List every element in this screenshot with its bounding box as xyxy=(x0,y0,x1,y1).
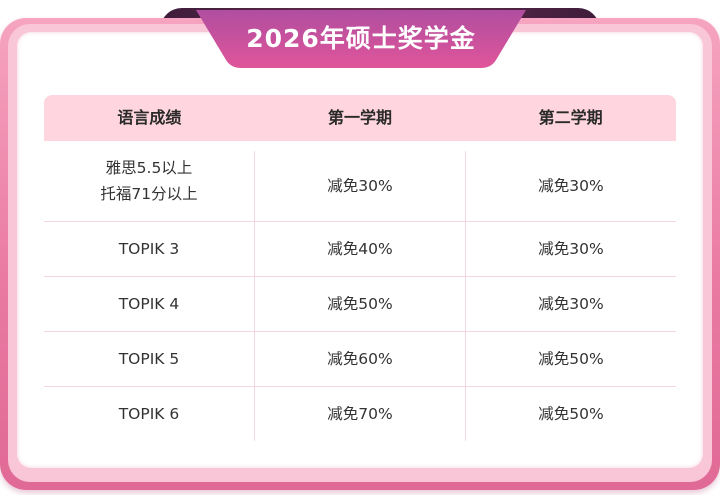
table-row: TOPIK 3 减免40% 减免30% xyxy=(44,222,676,277)
cell-second-semester: 减免30% xyxy=(465,151,676,221)
cell-second-semester: 减免30% xyxy=(465,222,676,276)
table-header: 语言成绩 第一学期 第二学期 xyxy=(44,95,676,141)
cell-language-score: TOPIK 5 xyxy=(118,350,180,368)
page-title: 2026年硕士奖学金 xyxy=(246,24,476,53)
score-line: 雅思5.5以上 xyxy=(105,159,193,177)
cell-first-semester: 减免30% xyxy=(254,151,465,221)
cell-first-semester: 减免70% xyxy=(254,387,465,441)
cell-second-semester: 减免50% xyxy=(465,387,676,441)
header-language-score: 语言成绩 xyxy=(117,108,182,127)
table-body: 雅思5.5以上 托福71分以上 减免30% 减免30% TOPIK 3 减免40… xyxy=(44,141,676,441)
score-line: 托福71分以上 xyxy=(100,185,198,203)
table-row: TOPIK 6 减免70% 减免50% xyxy=(44,387,676,441)
header-first-semester: 第一学期 xyxy=(328,108,393,127)
cell-second-semester: 减免50% xyxy=(465,332,676,386)
title-banner: 2026年硕士奖学金 xyxy=(196,10,526,70)
table-row: TOPIK 5 减免60% 减免50% xyxy=(44,332,676,387)
scholarship-table: 语言成绩 第一学期 第二学期 雅思5.5以上 托福71分以上 减免30% 减免3… xyxy=(44,95,676,441)
title-banner-shape xyxy=(196,10,526,68)
cell-language-score: TOPIK 3 xyxy=(118,240,180,258)
table-row: TOPIK 4 减免50% 减免30% xyxy=(44,277,676,332)
table-row: 雅思5.5以上 托福71分以上 减免30% 减免30% xyxy=(44,141,676,222)
cell-first-semester: 减免40% xyxy=(254,222,465,276)
header-second-semester: 第二学期 xyxy=(538,108,603,127)
cell-first-semester: 减免60% xyxy=(254,332,465,386)
cell-language-score: 雅思5.5以上 托福71分以上 xyxy=(44,141,254,221)
cell-language-score: TOPIK 4 xyxy=(118,295,180,313)
cell-second-semester: 减免30% xyxy=(465,277,676,331)
cell-language-score: TOPIK 6 xyxy=(118,405,180,423)
cell-first-semester: 减免50% xyxy=(254,277,465,331)
